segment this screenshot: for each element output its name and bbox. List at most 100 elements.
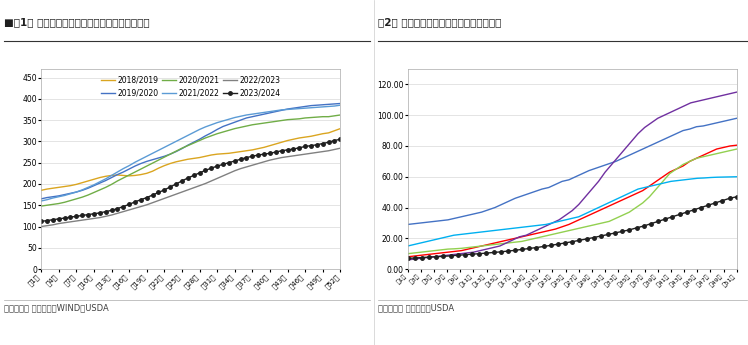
2021/22 — [598, 221, 607, 225]
2022/23 — [502, 241, 511, 245]
Text: 数据来源： 银河期货，WIND，USDA: 数据来源： 银河期货，WIND，USDA — [4, 304, 108, 313]
2019/2020 — [177, 147, 186, 151]
2020/21 — [410, 254, 419, 258]
2019/20 — [591, 166, 600, 170]
2020/21 — [658, 175, 667, 179]
2020/21 — [531, 231, 540, 236]
2020/21 — [545, 228, 554, 233]
2024/25 — [475, 252, 484, 256]
2024/25 — [518, 247, 527, 252]
2019/20 — [719, 119, 728, 124]
2020/21 — [584, 213, 593, 217]
2022/23 — [640, 126, 649, 130]
2019/2020 — [142, 159, 151, 164]
2020/21 — [565, 223, 574, 227]
2024/25 — [725, 196, 734, 200]
2020/21 — [423, 253, 432, 257]
2022/23 — [732, 90, 741, 94]
2021/22 — [685, 159, 694, 164]
2023/2024 — [336, 137, 345, 141]
2020/21 — [672, 167, 681, 171]
Text: ■图1： 本年度美陆地棉累计签约量统计（万吨）: ■图1： 本年度美陆地棉累计签约量统计（万吨） — [4, 17, 150, 27]
2021/22 — [577, 226, 586, 230]
2024/25 — [632, 226, 641, 230]
2021/22 — [692, 156, 701, 160]
2021/2022 — [230, 116, 239, 120]
2024/25 — [568, 240, 577, 244]
2024/25 — [482, 251, 491, 255]
2021/2022 — [177, 136, 186, 140]
2020/21 — [732, 143, 741, 147]
2024/25 — [417, 256, 426, 260]
2021/22 — [450, 247, 459, 251]
2019/20 — [598, 164, 607, 168]
2024/25 — [453, 253, 462, 257]
2021/22 — [591, 223, 600, 227]
2021/22 — [531, 236, 540, 240]
2024/25 — [432, 255, 441, 259]
2021/22 — [504, 241, 513, 245]
2024/25 — [411, 256, 420, 260]
2020/21 — [726, 144, 735, 148]
2020/21 — [464, 247, 473, 251]
Line: 2022/2023: 2022/2023 — [41, 148, 340, 227]
2021/22 — [638, 201, 647, 205]
2021/22 — [631, 206, 640, 210]
2020/21 — [631, 191, 640, 196]
2020/21 — [645, 184, 654, 188]
2021/22 — [403, 252, 412, 256]
2023/24 — [620, 193, 629, 197]
2023/24 — [509, 226, 518, 230]
2024/25 — [560, 241, 569, 245]
Text: 图2： 新年度美棉累计签约量统计（万吨）: 图2： 新年度美棉累计签约量统计（万吨） — [378, 17, 501, 27]
2024/25 — [640, 224, 649, 228]
2019/20 — [618, 156, 627, 160]
2019/20 — [450, 216, 459, 220]
Line: 2022/23: 2022/23 — [408, 92, 737, 260]
2020/21 — [430, 252, 439, 256]
2020/21 — [497, 239, 506, 244]
2024/25 — [503, 249, 512, 253]
2019/20 — [712, 121, 721, 125]
2018/2019 — [336, 127, 345, 131]
2021/22 — [604, 219, 613, 224]
2024/25 — [575, 238, 584, 243]
2021/22 — [678, 162, 687, 167]
2019/20 — [571, 175, 580, 179]
2020/21 — [699, 153, 708, 157]
2020/21 — [470, 246, 479, 250]
2020/21 — [625, 195, 634, 199]
2019/20 — [545, 186, 554, 190]
2019/20 — [577, 171, 586, 176]
2020/2021 — [218, 130, 227, 134]
2021/22 — [477, 244, 486, 248]
2020/21 — [611, 201, 620, 205]
2020/21 — [665, 170, 674, 174]
2021/2022 — [313, 105, 322, 109]
Legend: 2018/2019, 2019/2020, 2020/2021, 2021/2022, 2022/2023, 2023/2024: 2018/2019, 2019/2020, 2020/2021, 2021/20… — [98, 73, 283, 101]
2022/2023 — [218, 174, 227, 178]
2019/20 — [524, 191, 533, 196]
2020/21 — [571, 219, 580, 224]
2020/21 — [417, 253, 426, 257]
2018/2019 — [177, 158, 186, 162]
2021/22 — [584, 224, 593, 228]
2018/2019 — [230, 150, 239, 155]
2022/2023 — [177, 190, 186, 194]
2024/25 — [625, 228, 634, 232]
2021/22 — [565, 228, 574, 233]
2019/2020 — [60, 193, 69, 197]
2020/21 — [551, 227, 560, 231]
2021/22 — [665, 171, 674, 176]
2021/22 — [545, 233, 554, 237]
2021/22 — [558, 230, 567, 234]
2021/22 — [437, 248, 446, 252]
2020/21 — [577, 216, 586, 220]
2024/25 — [489, 250, 498, 255]
2022/23 — [509, 238, 518, 242]
2019/20 — [584, 168, 593, 172]
2021/22 — [417, 250, 426, 254]
2021/22 — [524, 238, 533, 242]
2021/22 — [719, 150, 728, 154]
2024/25 — [525, 246, 534, 250]
